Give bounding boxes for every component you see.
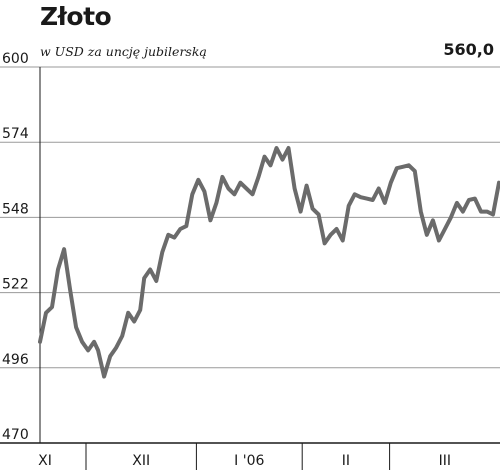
y-tick-label: 600	[2, 51, 29, 67]
chart-subtitle: w USD za uncję jubilerską	[40, 44, 207, 59]
y-tick-label: 496	[2, 352, 29, 368]
x-tick-label: XII	[132, 453, 150, 469]
y-tick-label: 470	[2, 427, 29, 443]
series-line	[38, 146, 500, 379]
chart-title: Złoto	[40, 2, 112, 31]
y-axis: 600 574 548 522 496 470	[2, 51, 41, 443]
last-value-label: 560,0	[443, 40, 494, 59]
x-axis: XI XII I '06 II III	[38, 443, 451, 470]
x-tick-label: II	[342, 453, 350, 469]
y-tick-label: 548	[2, 201, 29, 217]
y-tick-label: 522	[2, 277, 29, 293]
grid	[0, 66, 500, 444]
x-tick-label: I '06	[234, 453, 264, 469]
x-tick-label: III	[439, 453, 451, 469]
y-tick-label: 574	[2, 126, 29, 142]
x-tick-label: XI	[38, 453, 52, 469]
